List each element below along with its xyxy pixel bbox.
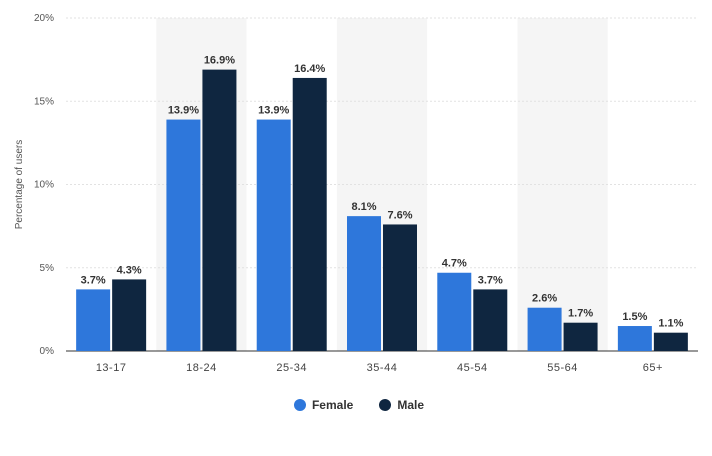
data-label-male-45-54: 3.7% xyxy=(478,274,503,286)
x-tick-label: 45-54 xyxy=(457,362,488,374)
bar-male-55-64 xyxy=(563,322,598,351)
y-tick-label: 10% xyxy=(34,180,54,191)
legend-item-male[interactable]: Male xyxy=(373,398,424,412)
data-label-female-13-17: 3.7% xyxy=(81,274,106,286)
y-axis-title: Percentage of users xyxy=(14,140,25,230)
x-tick-label: 25-34 xyxy=(276,362,307,374)
bar-female-65+ xyxy=(617,326,652,351)
x-tick-label: 18-24 xyxy=(186,362,217,374)
bar-male-35-44 xyxy=(383,224,417,351)
data-label-male-18-24: 16.9% xyxy=(204,55,235,67)
bar-male-25-34 xyxy=(292,77,327,351)
bar-female-13-17 xyxy=(76,289,111,351)
legend-male-marker xyxy=(379,399,392,411)
legend-female-marker xyxy=(293,399,306,411)
data-label-male-13-17: 4.3% xyxy=(117,264,142,276)
legend-male-label: Male xyxy=(397,398,425,412)
data-label-male-35-44: 7.6% xyxy=(387,209,412,221)
x-tick-label: 35-44 xyxy=(367,362,398,374)
y-tick-label: 0% xyxy=(40,346,55,357)
legend: Female Male xyxy=(0,398,712,412)
bar-male-18-24 xyxy=(202,69,237,352)
y-tick-label: 20% xyxy=(34,13,54,24)
bar-female-55-64 xyxy=(527,307,562,351)
bar-chart-svg: 0% 5% 10% 15% 20% Percentage of users 3.7% 4.3%… xyxy=(14,13,698,374)
x-tick-label: 55-64 xyxy=(547,362,578,374)
y-tick-label: 15% xyxy=(34,96,54,107)
data-label-female-65+: 1.5% xyxy=(622,311,647,323)
bar-female-18-24 xyxy=(166,119,201,351)
bar-female-45-54 xyxy=(437,272,472,351)
bar-male-45-54 xyxy=(473,289,508,351)
data-label-female-25-34: 13.9% xyxy=(258,105,289,117)
legend-item-female[interactable]: Female xyxy=(288,398,353,412)
data-label-male-65+: 1.1% xyxy=(658,318,683,330)
data-label-male-25-34: 16.4% xyxy=(294,63,325,75)
y-tick-label: 5% xyxy=(40,263,55,274)
data-label-female-45-54: 4.7% xyxy=(442,258,467,270)
x-tick-label: 65+ xyxy=(643,362,663,374)
data-label-male-55-64: 1.7% xyxy=(568,308,593,320)
data-label-female-55-64: 2.6% xyxy=(532,293,557,305)
bar-female-35-44 xyxy=(347,216,381,351)
bar-male-13-17 xyxy=(112,279,147,351)
data-label-female-35-44: 8.1% xyxy=(351,201,376,213)
bar-male-65+ xyxy=(653,332,688,351)
legend-female-label: Female xyxy=(311,398,354,412)
x-tick-label: 13-17 xyxy=(96,362,127,374)
data-label-female-18-24: 13.9% xyxy=(168,105,199,117)
bar-female-25-34 xyxy=(256,119,291,351)
